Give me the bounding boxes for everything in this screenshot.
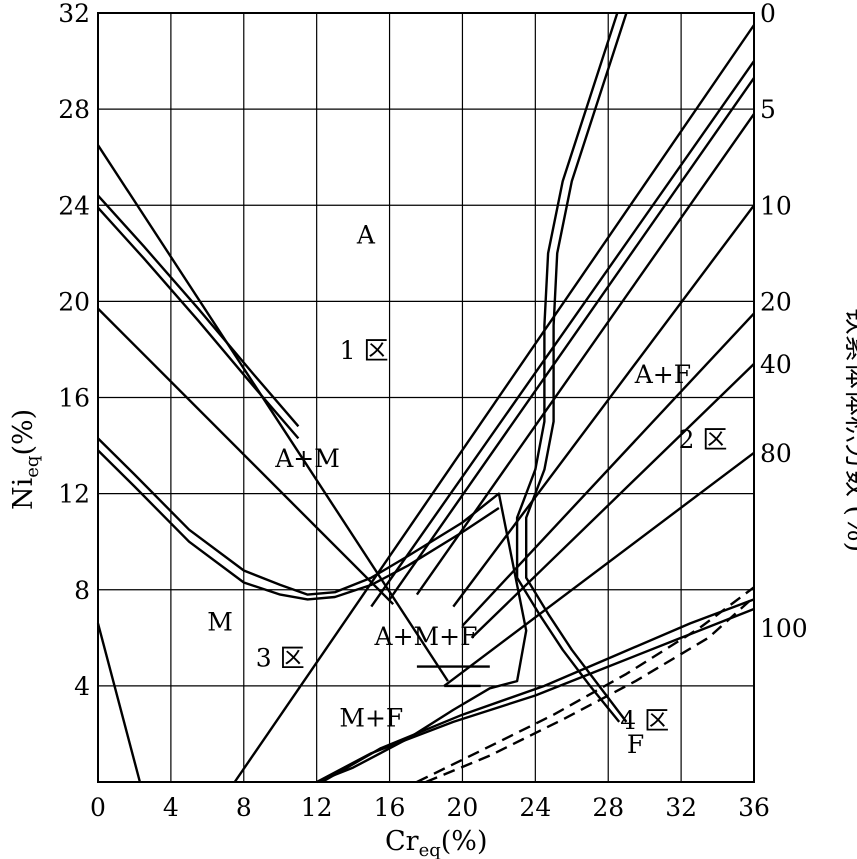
x-tick-label: 24: [519, 793, 551, 822]
ferrite-tick-label: 20: [760, 287, 792, 316]
region-label: M+F: [339, 704, 403, 733]
series-line: [416, 586, 755, 784]
y-tick-label: 16: [58, 384, 90, 413]
region-label: A+M+F: [374, 622, 478, 651]
y-tick-label: 24: [58, 191, 90, 220]
ferrite-tick-label: 10: [760, 191, 792, 220]
x-tick-label: 28: [592, 793, 624, 822]
ferrite-tick-label: 5: [760, 95, 776, 124]
right-axis-title: 铁素体体积分数 (%): [841, 308, 857, 552]
series-line: [97, 194, 300, 428]
ferrite-tick-label: 100: [760, 614, 808, 643]
y-tick-label: 8: [74, 576, 90, 605]
region-label: A+M: [274, 444, 340, 473]
series-line: [370, 60, 755, 608]
region-label: 3 区: [256, 644, 305, 673]
x-tick-label: 0: [90, 793, 106, 822]
region-label: M: [207, 608, 233, 637]
series-line: [425, 596, 755, 784]
plot-frame: [97, 12, 755, 783]
region-label: A+F: [634, 360, 691, 389]
series-line: [96, 623, 142, 783]
x-tick-label: 32: [665, 793, 697, 822]
y-tick-label: 4: [74, 672, 90, 701]
y-tick-label: 12: [58, 480, 90, 509]
region-label: 4 区: [620, 706, 669, 735]
ferrite-scale: 0 5 10 20 40 80 100: [760, 0, 808, 643]
series-line: [515, 12, 621, 723]
y-tick-label: 20: [58, 287, 90, 316]
ferrite-tick-label: 40: [760, 350, 792, 379]
y-axis-title: Nieq(%): [8, 409, 43, 510]
series-line: [443, 451, 755, 687]
x-tick-label: 36: [738, 793, 770, 822]
x-axis-title: Creq(%): [385, 826, 488, 859]
series-line: [96, 144, 449, 682]
series-line: [525, 12, 628, 723]
region-label: 2 区: [679, 425, 728, 454]
tick-labels: 0 4 8 12 16 20 24 28 32 36 4 8 12 16 20 24 28 32: [58, 0, 770, 822]
x-tick-label: 4: [163, 793, 179, 822]
series-line: [452, 204, 755, 608]
region-labels: A 1 区 A+M A+F 2 区 M 3 区 A+M+F M+F 4 区F: [207, 221, 727, 759]
series-line: [97, 437, 528, 784]
ferrite-tick-label: 0: [760, 0, 776, 28]
series-line: [415, 113, 755, 596]
series-line: [461, 312, 755, 627]
series-line: [233, 24, 755, 783]
y-tick-label: 32: [58, 0, 90, 28]
x-tick-label: 20: [447, 793, 479, 822]
series-layer: [96, 12, 755, 784]
x-tick-label: 8: [236, 793, 252, 822]
region-label: 1 区: [340, 336, 389, 365]
series-line: [388, 77, 755, 601]
series-line: [321, 598, 755, 784]
grid: [98, 13, 754, 782]
y-tick-label: 28: [58, 95, 90, 124]
region-label: A: [356, 221, 376, 250]
x-tick-label: 12: [301, 793, 333, 822]
series-line: [97, 307, 395, 606]
x-tick-label: 16: [374, 793, 406, 822]
ferrite-tick-label: 80: [760, 439, 792, 468]
series-line: [97, 206, 300, 440]
series-line: [97, 449, 500, 601]
region-label: F: [627, 730, 644, 759]
